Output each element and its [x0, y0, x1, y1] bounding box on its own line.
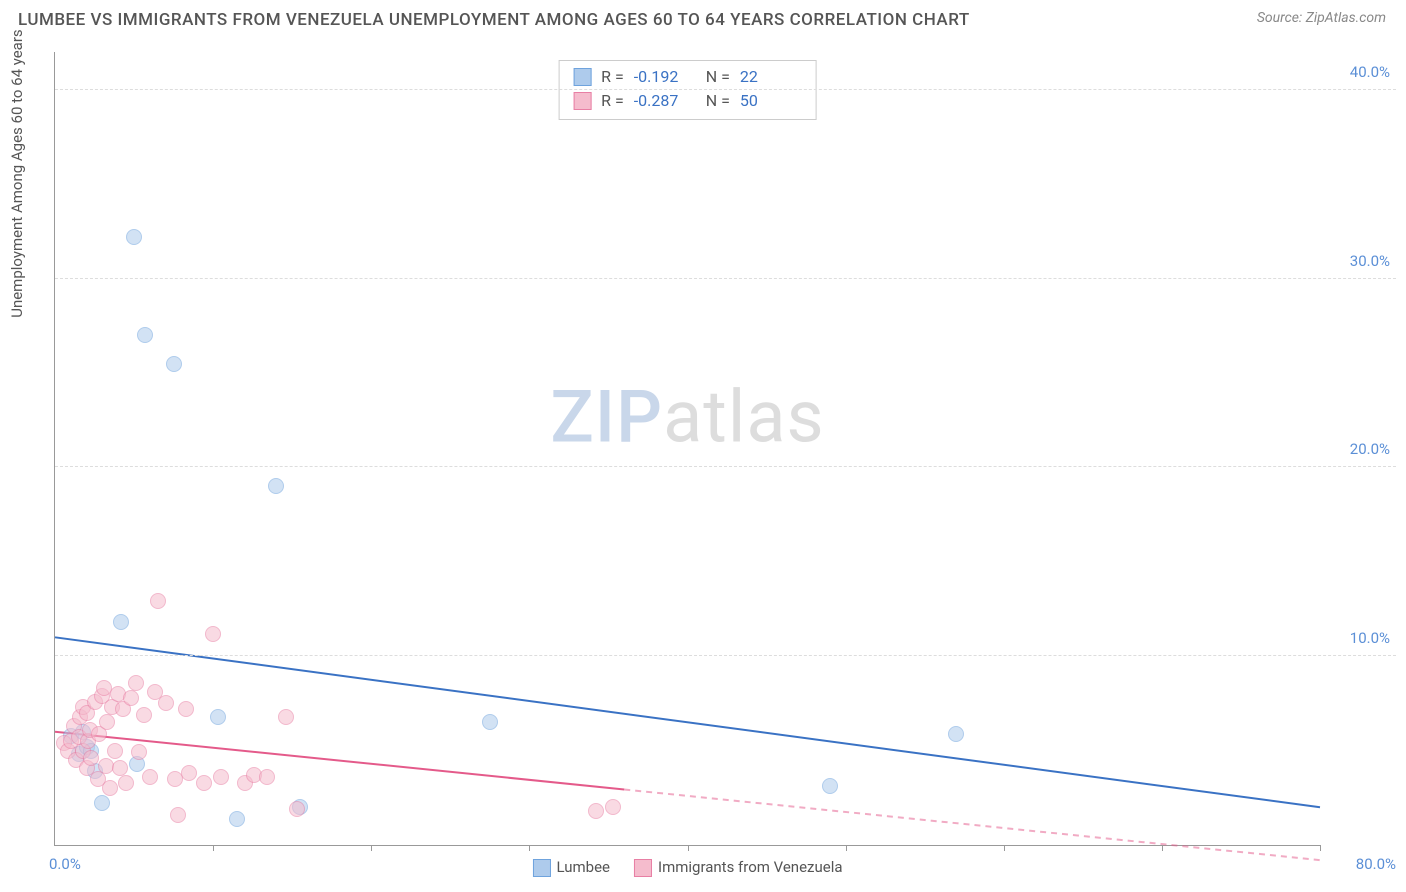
- data-point: [113, 614, 129, 630]
- data-point: [213, 769, 229, 785]
- x-tick: [1162, 845, 1163, 851]
- gridline: [55, 655, 1396, 656]
- x-axis-max-label: 80.0%: [1356, 855, 1396, 873]
- trend-lines-layer: [55, 52, 1320, 845]
- y-tick-label: 30.0%: [1350, 252, 1390, 270]
- data-point: [178, 701, 194, 717]
- legend-label: Lumbee: [556, 858, 610, 876]
- x-tick: [371, 845, 372, 851]
- legend-swatch: [573, 68, 591, 86]
- legend-swatch: [573, 92, 591, 110]
- stat-n-value: 22: [740, 65, 802, 89]
- data-point: [822, 778, 838, 794]
- data-point: [118, 775, 134, 791]
- legend-item: Lumbee: [532, 858, 610, 877]
- data-point: [158, 695, 174, 711]
- data-point: [150, 593, 166, 609]
- data-point: [605, 799, 621, 815]
- x-tick: [846, 845, 847, 851]
- legend-swatch: [634, 859, 652, 877]
- stat-row: R = -0.287 N = 50: [573, 89, 802, 113]
- stat-n-key: N =: [706, 89, 730, 113]
- plot-area: ZIPatlas R =-0.192N =22R =-0.287N =50 0.…: [54, 52, 1320, 846]
- data-point: [181, 765, 197, 781]
- y-tick-label: 20.0%: [1350, 440, 1390, 458]
- data-point: [278, 709, 294, 725]
- chart-container: Unemployment Among Ages 60 to 64 years Z…: [18, 42, 1396, 882]
- stat-row: R = -0.192 N = 22: [573, 65, 802, 89]
- stat-r-value: -0.287: [634, 89, 696, 113]
- watermark-atlas: atlas: [663, 374, 825, 459]
- data-point: [166, 356, 182, 372]
- x-tick: [1320, 845, 1321, 851]
- correlation-stats-box: R = -0.192 N = 22 R = -0.287 N = 50: [558, 60, 817, 120]
- gridline: [55, 466, 1396, 467]
- data-point: [196, 775, 212, 791]
- stat-r-value: -0.192: [634, 65, 696, 89]
- data-point: [94, 795, 110, 811]
- gridline: [55, 89, 1396, 90]
- data-point: [128, 675, 144, 691]
- stat-r-key: R =: [601, 65, 624, 89]
- data-point: [948, 726, 964, 742]
- x-tick: [688, 845, 689, 851]
- data-point: [588, 803, 604, 819]
- gridline: [55, 278, 1396, 279]
- stat-r-key: R =: [601, 89, 624, 113]
- data-point: [123, 690, 139, 706]
- stat-n-key: N =: [706, 65, 730, 89]
- chart-title: LUMBEE VS IMMIGRANTS FROM VENEZUELA UNEM…: [18, 10, 970, 30]
- data-point: [268, 478, 284, 494]
- legend-swatch: [532, 859, 550, 877]
- data-point: [131, 744, 147, 760]
- source-label: Source: ZipAtlas.com: [1257, 10, 1386, 26]
- data-point: [99, 714, 115, 730]
- data-point: [107, 743, 123, 759]
- trend-line-dashed: [624, 789, 1320, 860]
- stat-n-value: 50: [740, 89, 802, 113]
- y-tick-label: 10.0%: [1350, 629, 1390, 647]
- data-point: [136, 707, 152, 723]
- data-point: [210, 709, 226, 725]
- x-axis-min-label: 0.0%: [49, 855, 81, 873]
- watermark-zip: ZIP: [550, 374, 663, 459]
- x-tick: [529, 845, 530, 851]
- data-point: [170, 807, 186, 823]
- data-point: [126, 229, 142, 245]
- data-point: [205, 626, 221, 642]
- data-point: [482, 714, 498, 730]
- x-tick: [1004, 845, 1005, 851]
- watermark: ZIPatlas: [550, 374, 824, 459]
- legend-label: Immigrants from Venezuela: [658, 858, 843, 876]
- x-tick: [213, 845, 214, 851]
- y-axis-label: Unemployment Among Ages 60 to 64 years: [8, 29, 26, 317]
- data-point: [112, 760, 128, 776]
- data-point: [142, 769, 158, 785]
- y-tick-label: 40.0%: [1350, 63, 1390, 81]
- bottom-legend: Lumbee Immigrants from Venezuela: [532, 858, 842, 877]
- legend-item: Immigrants from Venezuela: [634, 858, 843, 877]
- data-point: [102, 780, 118, 796]
- data-point: [229, 811, 245, 827]
- data-point: [259, 769, 275, 785]
- data-point: [137, 327, 153, 343]
- data-point: [289, 801, 305, 817]
